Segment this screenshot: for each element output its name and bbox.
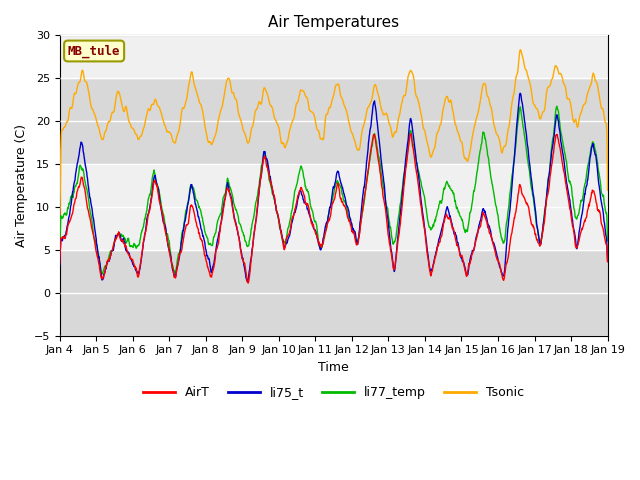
Bar	[60, 250, 607, 336]
Legend: AirT, li75_t, li77_temp, Tsonic: AirT, li75_t, li77_temp, Tsonic	[138, 382, 529, 405]
Bar	[60, 78, 607, 164]
Bar	[60, 36, 607, 78]
Title: Air Temperatures: Air Temperatures	[268, 15, 399, 30]
Y-axis label: Air Temperature (C): Air Temperature (C)	[15, 124, 28, 247]
X-axis label: Time: Time	[318, 361, 349, 374]
Text: MB_tule: MB_tule	[68, 44, 120, 58]
Bar	[60, 164, 607, 250]
